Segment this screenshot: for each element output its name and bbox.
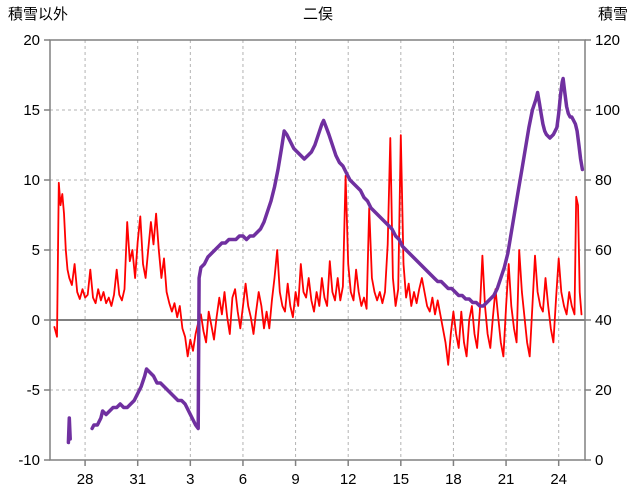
right-axis-tick-label: 40 bbox=[595, 312, 612, 329]
x-axis-tick-label: 6 bbox=[239, 471, 247, 488]
x-axis-tick-label: 31 bbox=[129, 471, 146, 488]
left-axis-tick-label: 15 bbox=[23, 102, 40, 119]
left-axis-tick-label: 0 bbox=[32, 312, 40, 329]
right-axis-tick-label: 20 bbox=[595, 382, 612, 399]
right-axis-title: 積雪 bbox=[597, 6, 628, 23]
series-line-積雪 bbox=[90, 76, 585, 431]
left-axis-tick-label: 20 bbox=[23, 32, 40, 49]
x-axis-tick-label: 24 bbox=[550, 471, 567, 488]
x-axis-tick-label: 12 bbox=[340, 471, 357, 488]
right-axis-tick-label: 60 bbox=[595, 242, 612, 259]
right-axis-tick-label: 100 bbox=[595, 102, 620, 119]
right-axis-tick-label: 120 bbox=[595, 32, 620, 49]
x-axis-tick-label: 28 bbox=[77, 471, 94, 488]
series-line-積雪 bbox=[66, 416, 72, 445]
right-axis-tick-label: 80 bbox=[595, 172, 612, 189]
left-axis-tick-label: -10 bbox=[18, 452, 40, 469]
right-axis-tick-label: 0 bbox=[595, 452, 603, 469]
left-axis-tick-label: 10 bbox=[23, 172, 40, 189]
x-axis-tick-label: 18 bbox=[445, 471, 462, 488]
chart-title: 二俣 bbox=[302, 6, 333, 23]
x-axis-tick-label: 3 bbox=[186, 471, 194, 488]
x-axis-tick-label: 9 bbox=[291, 471, 299, 488]
x-axis-tick-label: 21 bbox=[498, 471, 515, 488]
left-axis-tick-label: 5 bbox=[32, 242, 40, 259]
x-axis-tick-label: 15 bbox=[392, 471, 409, 488]
left-axis-tick-label: -5 bbox=[27, 382, 40, 399]
left-axis-title: 積雪以外 bbox=[8, 6, 69, 23]
